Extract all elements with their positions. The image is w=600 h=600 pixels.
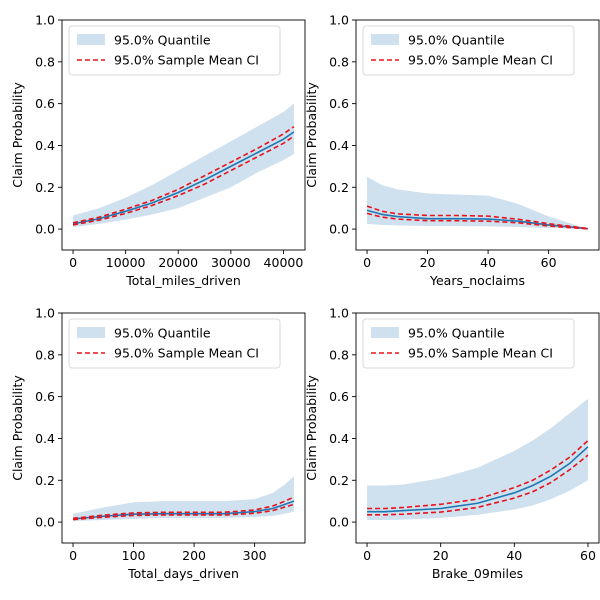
y-axis-label: Claim Probability bbox=[10, 375, 25, 481]
legend-band-label: 95.0% Quantile bbox=[114, 33, 211, 48]
y-tick-label: 0.6 bbox=[329, 96, 349, 111]
legend: 95.0% Quantile 95.0% Sample Mean CI bbox=[362, 25, 575, 76]
legend: 95.0% Quantile 95.0% Sample Mean CI bbox=[362, 318, 575, 369]
y-tick-label: 0.6 bbox=[35, 389, 55, 404]
legend-band-label: 95.0% Quantile bbox=[114, 326, 211, 341]
y-tick-label: 0.2 bbox=[329, 180, 349, 195]
legend: 95.0% Quantile 95.0% Sample Mean CI bbox=[68, 25, 281, 76]
axes-frame bbox=[61, 312, 306, 544]
y-tick-label: 0.0 bbox=[329, 515, 349, 530]
legend-ci-label: 95.0% Sample Mean CI bbox=[408, 346, 553, 361]
x-tick-label: 40000 bbox=[264, 255, 304, 270]
x-tick-label: 60 bbox=[541, 255, 557, 270]
y-tick-label: 0.6 bbox=[329, 389, 349, 404]
y-tick-label: 0.0 bbox=[329, 222, 349, 237]
y-tick-label: 0.2 bbox=[329, 473, 349, 488]
x-tick-label: 30000 bbox=[211, 255, 251, 270]
mean-line bbox=[72, 131, 295, 225]
x-tick-label: 0 bbox=[69, 255, 77, 270]
ci-lower-line bbox=[367, 454, 589, 516]
legend-band-swatch bbox=[77, 34, 105, 45]
ci-lower-line bbox=[72, 503, 295, 521]
y-axis-label: Claim Probability bbox=[304, 82, 319, 188]
mean-line bbox=[72, 500, 295, 520]
legend: 95.0% Quantile 95.0% Sample Mean CI bbox=[68, 318, 281, 369]
y-tick-label: 1.0 bbox=[329, 13, 349, 28]
x-tick-label: 20 bbox=[433, 548, 449, 563]
y-tick-label: 0.8 bbox=[35, 54, 55, 69]
y-tick-label: 0.4 bbox=[329, 431, 349, 446]
quantile-band bbox=[73, 476, 294, 522]
y-tick-label: 0.8 bbox=[329, 347, 349, 362]
legend-band-swatch bbox=[371, 327, 399, 338]
y-tick-label: 1.0 bbox=[35, 306, 55, 321]
y-axis-label: Claim Probability bbox=[304, 375, 319, 481]
x-tick-label: 100 bbox=[122, 548, 146, 563]
y-tick-label: 0.0 bbox=[35, 222, 55, 237]
legend-box bbox=[68, 25, 281, 76]
axes-frame bbox=[355, 19, 600, 251]
x-tick-label: 20000 bbox=[158, 255, 198, 270]
legend-box bbox=[362, 25, 575, 76]
ci-lower-line bbox=[366, 212, 589, 230]
ci-upper-line bbox=[72, 496, 295, 520]
y-axis-label: Claim Probability bbox=[10, 82, 25, 188]
legend-box bbox=[68, 318, 281, 369]
x-axis-label: Years_noclaims bbox=[429, 273, 525, 288]
ci-lower-line bbox=[72, 135, 295, 226]
quantile-band bbox=[367, 398, 588, 520]
x-tick-label: 20 bbox=[420, 255, 436, 270]
y-tick-label: 0.6 bbox=[35, 96, 55, 111]
mean-line bbox=[367, 446, 589, 513]
y-tick-label: 0.4 bbox=[35, 431, 55, 446]
x-axis-label: Brake_09miles bbox=[432, 566, 523, 581]
y-tick-label: 0.8 bbox=[329, 54, 349, 69]
axes-frame bbox=[355, 312, 600, 544]
legend-band-label: 95.0% Quantile bbox=[408, 326, 505, 341]
y-tick-label: 0.2 bbox=[35, 473, 55, 488]
x-axis-label: Total_miles_driven bbox=[125, 273, 241, 288]
axes-frame bbox=[61, 19, 306, 251]
chart-panel-1: 0 10000 20000 30000 40000 0.0 0.2 0.4 0.6 0.8 1.0 T… bbox=[10, 13, 306, 288]
x-tick-label: 200 bbox=[182, 548, 206, 563]
y-tick-label: 1.0 bbox=[329, 306, 349, 321]
y-tick-label: 0.4 bbox=[329, 138, 349, 153]
y-tick-label: 0.0 bbox=[35, 515, 55, 530]
legend-ci-label: 95.0% Sample Mean CI bbox=[114, 346, 259, 361]
legend-ci-label: 95.0% Sample Mean CI bbox=[114, 53, 259, 68]
x-tick-label: 300 bbox=[243, 548, 267, 563]
y-tick-label: 0.2 bbox=[35, 180, 55, 195]
legend-box bbox=[362, 318, 575, 369]
x-tick-label: 60 bbox=[580, 548, 596, 563]
quantile-band bbox=[73, 103, 294, 227]
ci-upper-line bbox=[367, 439, 589, 510]
y-tick-label: 1.0 bbox=[35, 13, 55, 28]
x-tick-label: 10000 bbox=[106, 255, 146, 270]
legend-band-label: 95.0% Quantile bbox=[408, 33, 505, 48]
x-tick-label: 0 bbox=[363, 255, 371, 270]
ci-upper-line bbox=[72, 125, 295, 224]
y-tick-label: 0.8 bbox=[35, 347, 55, 362]
quantile-band bbox=[367, 176, 588, 230]
legend-ci-label: 95.0% Sample Mean CI bbox=[408, 53, 553, 68]
x-tick-label: 40 bbox=[506, 548, 522, 563]
y-tick-label: 0.4 bbox=[35, 138, 55, 153]
legend-band-swatch bbox=[77, 327, 105, 338]
chart-panel-4: 0 20 40 60 0.0 0.2 0.4 0.6 0.8 1.0 Brake_09miles Cl… bbox=[304, 306, 600, 581]
mean-line bbox=[366, 209, 589, 230]
x-tick-label: 0 bbox=[69, 548, 77, 563]
x-tick-label: 0 bbox=[363, 548, 371, 563]
x-tick-label: 40 bbox=[480, 255, 496, 270]
chart-panel-3: 0 100 200 300 0.0 0.2 0.4 0.6 0.8 1.0 Total_days_d… bbox=[10, 306, 306, 581]
x-axis-label: Total_days_driven bbox=[127, 566, 239, 581]
legend-band-swatch bbox=[371, 34, 399, 45]
chart-panel-2: 0 20 40 60 0.0 0.2 0.4 0.6 0.8 1.0 Years_noclaims C… bbox=[304, 13, 600, 288]
ci-upper-line bbox=[366, 205, 589, 230]
